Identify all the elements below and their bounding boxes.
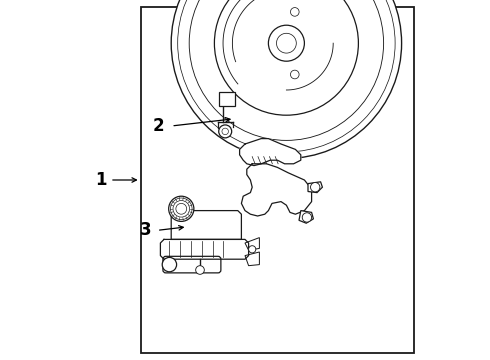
Circle shape xyxy=(276,33,296,53)
Circle shape xyxy=(311,183,320,192)
Polygon shape xyxy=(299,211,314,223)
Bar xyxy=(219,92,235,106)
Polygon shape xyxy=(245,238,259,250)
FancyBboxPatch shape xyxy=(163,256,221,273)
Circle shape xyxy=(196,266,204,274)
Bar xyxy=(141,7,414,353)
Circle shape xyxy=(171,0,402,158)
Polygon shape xyxy=(242,164,312,216)
Polygon shape xyxy=(245,252,259,266)
Circle shape xyxy=(215,0,358,115)
Polygon shape xyxy=(240,139,301,166)
Circle shape xyxy=(302,213,312,222)
Text: 2: 2 xyxy=(153,117,165,135)
Circle shape xyxy=(291,70,299,79)
Polygon shape xyxy=(308,182,322,193)
Polygon shape xyxy=(160,239,248,259)
Text: 1: 1 xyxy=(95,171,107,189)
Circle shape xyxy=(269,25,304,61)
Polygon shape xyxy=(171,211,242,239)
Text: 3: 3 xyxy=(140,221,152,239)
Circle shape xyxy=(162,257,176,272)
Circle shape xyxy=(291,8,299,16)
Circle shape xyxy=(248,246,256,253)
Circle shape xyxy=(219,125,232,138)
Circle shape xyxy=(222,128,228,135)
Circle shape xyxy=(169,196,194,221)
